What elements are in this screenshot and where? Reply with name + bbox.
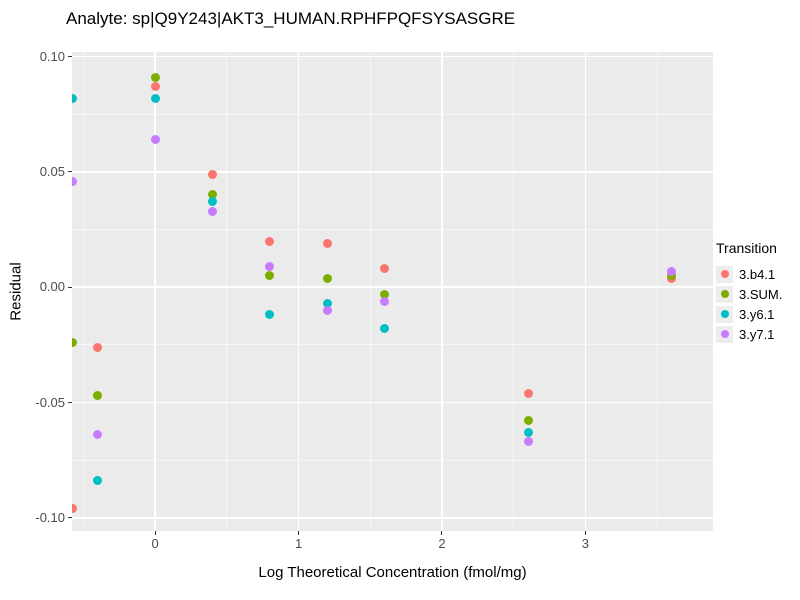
y-tick-label: -0.05 [35, 394, 65, 410]
data-point-3.y7.1 [523, 437, 533, 447]
legend-item-label: 3.y7.1 [739, 326, 775, 342]
gridline-major-x [154, 52, 156, 531]
gridline-major-y [72, 55, 713, 58]
x-tick-mark [298, 531, 300, 535]
data-point-3.b4.1 [93, 342, 103, 352]
gridline-major-x [297, 52, 300, 531]
data-point-3.b4.1 [523, 388, 533, 398]
gridline-minor-x [513, 52, 515, 531]
gridline-minor-y [72, 344, 713, 346]
legend-title: Transition [716, 240, 777, 256]
legend-item-label: 3.y6.1 [739, 306, 775, 322]
legend-dot-icon [720, 310, 729, 318]
legend: Transition 3.b4.1 3.SUM. 3.y6.1 3.y7.1 [716, 240, 782, 344]
data-point-3.SUM. [150, 72, 160, 82]
y-tick-label: -0.10 [35, 509, 65, 525]
data-point-3.b4.1 [265, 236, 275, 246]
y-tick-mark [68, 517, 72, 519]
legend-key [716, 285, 733, 303]
legend-item-3.SUM.: 3.SUM. [716, 284, 782, 304]
data-point-3.y6.1 [380, 324, 390, 334]
y-tick-mark [68, 402, 72, 404]
legend-item-3.y6.1: 3.y6.1 [716, 304, 782, 324]
data-point-3.y6.1 [523, 428, 533, 438]
legend-key [716, 265, 733, 283]
gridline-minor-x [369, 52, 371, 531]
data-point-3.y7.1 [265, 261, 275, 271]
data-point-3.y7.1 [380, 296, 390, 306]
plot-title: Analyte: sp|Q9Y243|AKT3_HUMAN.RPHFPQFSYS… [66, 9, 516, 28]
data-point-3.SUM. [380, 289, 390, 299]
plot-panel [72, 52, 713, 531]
gridline-minor-y [72, 229, 713, 231]
gridline-minor-x [82, 52, 84, 531]
legend-item-label: 3.b4.1 [739, 266, 776, 282]
data-point-3.b4.1 [150, 82, 160, 92]
data-point-3.SUM. [265, 271, 275, 281]
data-point-3.y7.1 [666, 266, 676, 276]
legend-items: 3.b4.1 3.SUM. 3.y6.1 3.y7.1 [716, 264, 782, 344]
data-point-3.y6.1 [208, 197, 218, 207]
x-axis-title: Log Theoretical Concentration (fmol/mg) [258, 564, 527, 581]
gridline-minor-y [72, 459, 713, 461]
legend-dot-icon [720, 290, 729, 298]
data-point-3.y6.1 [93, 476, 103, 486]
gridline-minor-y [72, 113, 713, 115]
gridline-major-y [72, 517, 713, 519]
gridline-major-x [441, 52, 443, 531]
gridline-major-y [72, 286, 713, 288]
data-point-3.SUM. [322, 273, 332, 283]
gridline-minor-x [656, 52, 658, 531]
x-tick-label: 2 [438, 536, 446, 551]
data-point-3.b4.1 [380, 264, 390, 274]
gridline-major-y [72, 171, 713, 173]
legend-dot-icon [720, 270, 729, 278]
legend-key [716, 325, 733, 343]
data-point-3.y7.1 [93, 430, 103, 440]
y-tick-mark [68, 286, 72, 288]
x-tick-mark [154, 531, 156, 535]
legend-key [716, 305, 733, 323]
data-point-3.b4.1 [72, 504, 77, 514]
legend-item-3.y7.1: 3.y7.1 [716, 324, 782, 344]
x-tick-mark [441, 531, 443, 535]
y-tick-mark [68, 56, 72, 58]
gridline-minor-x [226, 52, 228, 531]
data-point-3.y6.1 [322, 298, 332, 308]
data-point-3.SUM. [208, 190, 218, 200]
x-tick-label: 3 [581, 536, 589, 551]
y-tick-label: 0.05 [39, 163, 65, 179]
gridline-major-x [584, 52, 587, 531]
data-point-3.SUM. [523, 416, 533, 426]
data-point-3.b4.1 [322, 238, 332, 248]
y-tick-mark [68, 171, 72, 173]
data-point-3.y7.1 [322, 305, 332, 315]
gridline-major-y [72, 401, 713, 404]
data-point-3.b4.1 [208, 169, 218, 179]
legend-item-label: 3.SUM. [739, 286, 783, 302]
data-point-3.y7.1 [72, 176, 77, 186]
x-tick-label: 1 [294, 536, 303, 551]
y-tick-label: 0.10 [39, 48, 65, 64]
data-point-3.SUM. [93, 391, 103, 401]
data-point-3.SUM. [666, 271, 676, 281]
data-point-3.y6.1 [265, 310, 275, 320]
x-tick-mark [584, 531, 586, 535]
data-point-3.SUM. [72, 338, 77, 348]
data-point-3.y6.1 [72, 93, 77, 103]
legend-dot-icon [720, 330, 729, 338]
legend-item-3.b4.1: 3.b4.1 [716, 264, 782, 284]
y-tick-label: 0.00 [39, 279, 65, 295]
data-point-3.y6.1 [150, 93, 160, 103]
x-tick-label: 0 [151, 536, 159, 551]
data-point-3.y7.1 [150, 135, 160, 145]
data-point-3.y7.1 [208, 206, 218, 216]
